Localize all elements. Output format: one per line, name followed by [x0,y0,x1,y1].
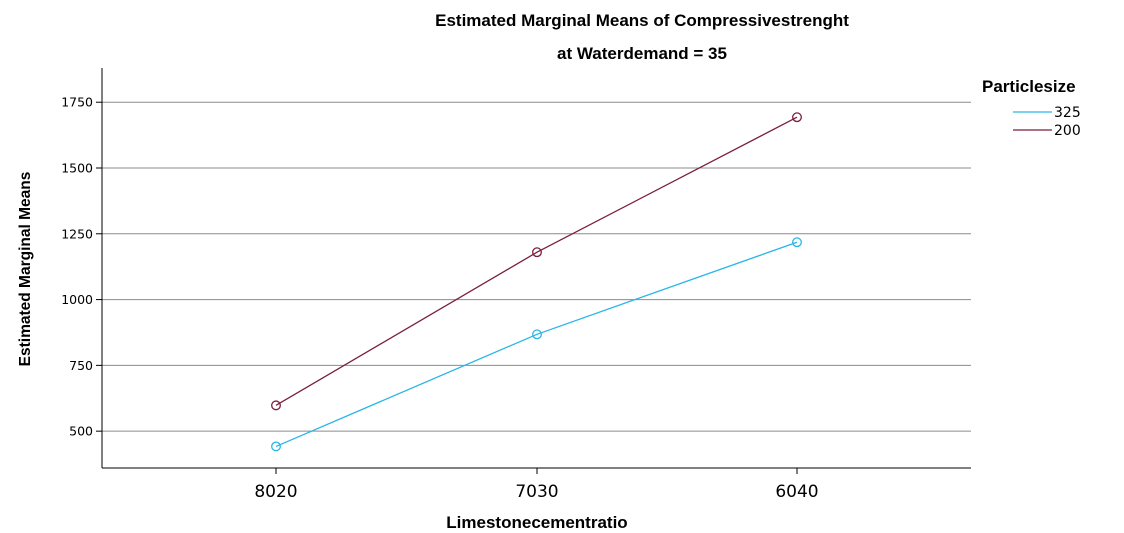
series-line [275,116,798,406]
series-325 [271,237,802,452]
legend-label: 325 [1054,105,1081,121]
x-axis-ticks: 8020 7030 6040 [254,468,819,502]
legend-title: Particlesize [982,77,1076,96]
y-tick-label: 1750 [61,95,93,110]
axes [101,68,971,469]
legend: Particlesize 325 200 [982,77,1081,139]
x-tick-label: 8020 [254,482,297,502]
y-tick-label: 750 [69,358,93,373]
data-point [792,112,802,123]
x-tick-label: 7030 [515,482,558,502]
y-axis-label: Estimated Marginal Means [17,172,34,367]
x-axis-label: Limestonecementratio [446,513,627,532]
y-tick-label: 500 [69,424,93,439]
data-point [271,400,281,411]
data-point [792,237,802,248]
chart-title: Estimated Marginal Means of Compressives… [435,11,849,30]
series-lines [271,112,802,452]
series-200 [271,112,802,411]
legend-label: 200 [1054,123,1081,139]
data-point [532,329,542,340]
series-line [275,241,798,448]
gridlines [102,101,971,432]
chart-subtitle: at Waterdemand = 35 [557,44,727,63]
data-point [532,247,542,258]
y-axis-ticks: 500 750 1000 1250 1500 1750 [61,95,102,439]
data-point [271,441,281,452]
x-tick-label: 6040 [775,482,818,502]
y-tick-label: 1500 [61,161,93,176]
y-tick-label: 1250 [61,226,93,241]
y-tick-label: 1000 [61,292,93,307]
